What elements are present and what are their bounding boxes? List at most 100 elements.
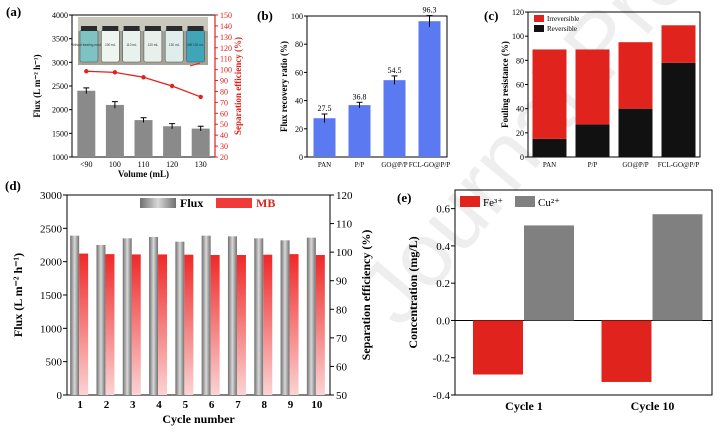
data-label-b: 54.5 — [388, 66, 402, 75]
x-tick-label-d: 4 — [156, 399, 162, 411]
legend-label-flux-d: Flux — [180, 196, 203, 210]
x-tick-label-a: 100 — [109, 160, 121, 169]
y-tick-label-d: 3000 — [40, 190, 63, 202]
inset-vial-cap-a — [166, 26, 183, 31]
x-tick-label-d: 9 — [288, 399, 294, 411]
y-tick-label-d: 2500 — [40, 223, 63, 235]
x-tick-label-d: 2 — [104, 399, 110, 411]
inset-vial-label-a: Without treating emulsion — [71, 43, 107, 47]
plot-frame-e — [454, 189, 713, 396]
bar-mb-d — [131, 254, 141, 395]
bar-b — [313, 118, 336, 157]
bar-flux-d — [122, 238, 132, 395]
bar-e — [601, 320, 652, 382]
inset-vial-cap-a — [81, 26, 97, 31]
line-point-a — [112, 70, 118, 75]
bar-b — [383, 80, 406, 157]
x-tick-label-a: <90 — [80, 160, 93, 169]
data-label-b: 27.5 — [318, 104, 332, 113]
y2-tick-label-d: 80 — [336, 304, 348, 316]
plot-frame-b — [306, 15, 448, 158]
y-tick-label-c: 20 — [516, 129, 524, 138]
line-point-a — [198, 94, 203, 100]
bar-flux-d — [227, 236, 237, 395]
y-tick-label-a: 2000 — [52, 106, 68, 115]
x-tick-label-c: FCL-GO@P/P — [658, 161, 700, 169]
stacked-bar-c — [661, 62, 696, 157]
y-tick-label-c: 120 — [512, 8, 524, 17]
bar-mb-d — [236, 255, 246, 395]
y2-tick-label-d: 50 — [336, 390, 348, 402]
x-tick-label-d: 7 — [235, 399, 241, 411]
y-axis-label-a: Flux (L m⁻² h⁻¹) — [32, 54, 42, 117]
x-tick-label-b: GO@P/P — [381, 161, 407, 169]
y2-tick-label-a: 150 — [220, 11, 232, 20]
legend-label-c: Irreversible — [547, 15, 579, 23]
y2-tick-label-a: 20 — [220, 153, 228, 162]
data-label-b: 96.3 — [423, 6, 437, 15]
bar-a — [77, 90, 96, 157]
inset-vial-label-a: 130 mL — [169, 43, 180, 47]
x-axis-label-d: Cycle number — [162, 412, 235, 426]
y-tick-label-b: 100 — [291, 12, 303, 21]
stacked-bar-c — [532, 49, 567, 139]
legend-swatch-c — [534, 15, 544, 22]
y-tick-label-a: 4000 — [52, 11, 68, 20]
inset-vial-cap-a — [144, 26, 161, 31]
legend-swatch-cu-e — [515, 196, 535, 207]
x-tick-label-c: GO@P/P — [622, 161, 648, 169]
y-tick-label-c: 0 — [520, 153, 524, 162]
x-tick-label-d: 1 — [77, 399, 83, 411]
x-tick-label-c: PAN — [543, 161, 556, 169]
y-axis-label-e: Concentration (mg/L) — [406, 236, 420, 348]
y-tick-label-a: 1500 — [52, 129, 68, 138]
bar-b — [348, 105, 371, 157]
panel-label-d: (d) — [5, 178, 21, 193]
y-tick-label-d: 500 — [46, 357, 63, 369]
y-tick-label-c: 60 — [516, 81, 524, 90]
y-tick-label-c: 40 — [516, 105, 524, 114]
bar-mb-d — [184, 254, 194, 395]
bar-flux-d — [280, 240, 290, 395]
bar-e — [524, 225, 574, 321]
y-axis-label-b: Flux recovery ratio (%) — [279, 41, 289, 132]
y2-tick-label-a: 110 — [220, 55, 232, 64]
inset-vial-cap-a — [123, 26, 140, 31]
x-tick-label-a: 110 — [138, 160, 150, 169]
legend-swatch-mb-d — [216, 198, 252, 208]
y2-tick-label-a: 140 — [220, 22, 232, 31]
x-tick-label-d: 8 — [262, 399, 268, 411]
bar-flux-d — [70, 235, 80, 395]
x-tick-label-b: PAN — [318, 161, 331, 169]
inset-vial-label-a: 120 mL — [148, 43, 159, 47]
inset-vial-cap-a — [102, 26, 119, 31]
bar-mb-d — [263, 254, 273, 395]
bar-flux-d — [201, 235, 211, 395]
y2-tick-label-a: 100 — [220, 66, 232, 75]
x-axis-label-a: Volume (mL) — [118, 169, 169, 179]
x-tick-label-a: 120 — [166, 160, 178, 169]
y-tick-label-d: 1000 — [40, 323, 63, 335]
legend-swatch-fe-e — [460, 196, 480, 207]
line-point-a — [141, 75, 146, 80]
bar-mb-d — [158, 254, 168, 395]
y-tick-label-e: -0.4 — [433, 390, 451, 402]
bar-a — [134, 120, 153, 157]
stacked-bar-c — [575, 49, 610, 125]
y-tick-label-e: 0.0 — [436, 315, 450, 327]
y-tick-label-a: 3500 — [52, 35, 68, 44]
y-tick-label-e: 0.4 — [436, 241, 450, 253]
y2-tick-label-d: 120 — [336, 190, 353, 202]
y2-tick-label-d: 70 — [336, 333, 348, 345]
y-tick-label-b: 80 — [295, 40, 303, 49]
panel-label-c: (c) — [484, 8, 498, 23]
y2-tick-label-d: 90 — [336, 276, 348, 288]
y-tick-label-c: 100 — [512, 32, 524, 41]
x-tick-label-b: P/P — [355, 161, 365, 169]
y-tick-label-a: 2500 — [52, 82, 68, 91]
y-tick-label-d: 2000 — [40, 257, 63, 269]
x-tick-label-e: Cycle 1 — [505, 399, 543, 413]
bar-a — [163, 126, 182, 157]
stacked-bar-c — [618, 42, 653, 109]
